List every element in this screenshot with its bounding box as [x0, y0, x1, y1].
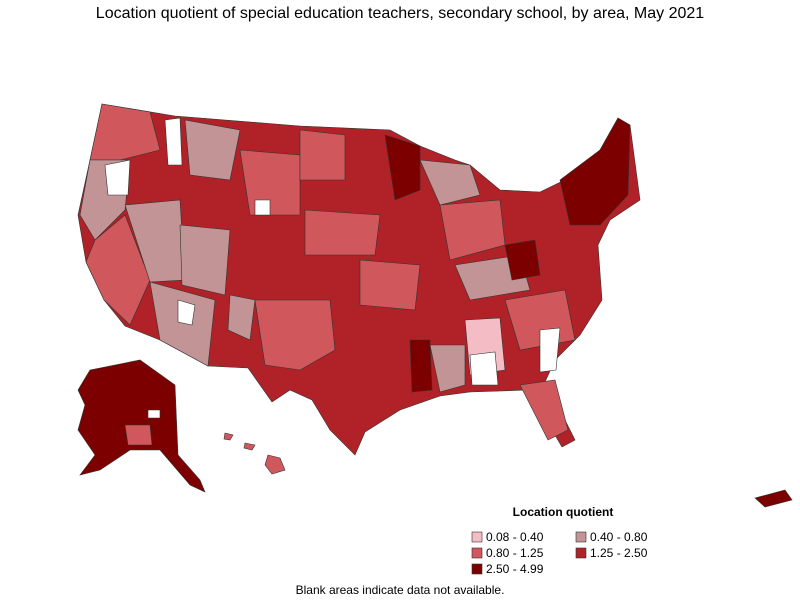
region — [519, 379, 569, 441]
hawaii — [243, 442, 256, 451]
region — [227, 294, 256, 341]
region — [149, 281, 216, 367]
legend-title: Location quotient — [513, 505, 614, 519]
hawaii — [223, 432, 234, 441]
legend-label: 0.80 - 1.25 — [486, 546, 544, 560]
legend-label: 0.40 - 0.80 — [590, 530, 648, 544]
region — [384, 134, 421, 201]
hawaii — [264, 454, 286, 475]
region — [124, 424, 153, 446]
legend-swatch — [575, 547, 587, 559]
legend: 0.08 - 0.40 0.40 - 0.80 0.80 - 1.25 1.25 - … — [471, 530, 648, 576]
blank-area — [104, 159, 131, 196]
blank-area — [177, 299, 196, 326]
us-map — [77, 103, 793, 508]
region — [419, 159, 481, 206]
legend-swatch — [471, 531, 483, 543]
region — [239, 149, 301, 216]
region — [89, 103, 161, 161]
footnote: Blank areas indicate data not available. — [296, 583, 505, 597]
blank-area — [469, 351, 499, 386]
legend-label: 2.50 - 4.99 — [486, 562, 544, 576]
region — [504, 239, 541, 281]
puerto-rico — [754, 489, 793, 508]
region — [429, 344, 466, 393]
region — [184, 119, 241, 181]
legend-swatch — [471, 563, 483, 575]
region — [359, 259, 421, 311]
blank-area — [539, 327, 561, 373]
region — [304, 209, 381, 256]
legend-swatch — [575, 531, 587, 543]
blank-area — [147, 409, 161, 419]
region — [179, 224, 231, 296]
legend-label: 1.25 - 2.50 — [590, 546, 648, 560]
region — [299, 129, 346, 181]
map-title: Location quotient of special education t… — [96, 5, 704, 22]
legend-swatch — [471, 547, 483, 559]
blank-area — [164, 117, 183, 166]
region — [85, 214, 151, 326]
region — [559, 117, 631, 226]
legend-label: 0.08 - 0.40 — [486, 530, 544, 544]
region — [254, 299, 336, 371]
blank-area — [254, 199, 271, 216]
region — [409, 339, 433, 393]
